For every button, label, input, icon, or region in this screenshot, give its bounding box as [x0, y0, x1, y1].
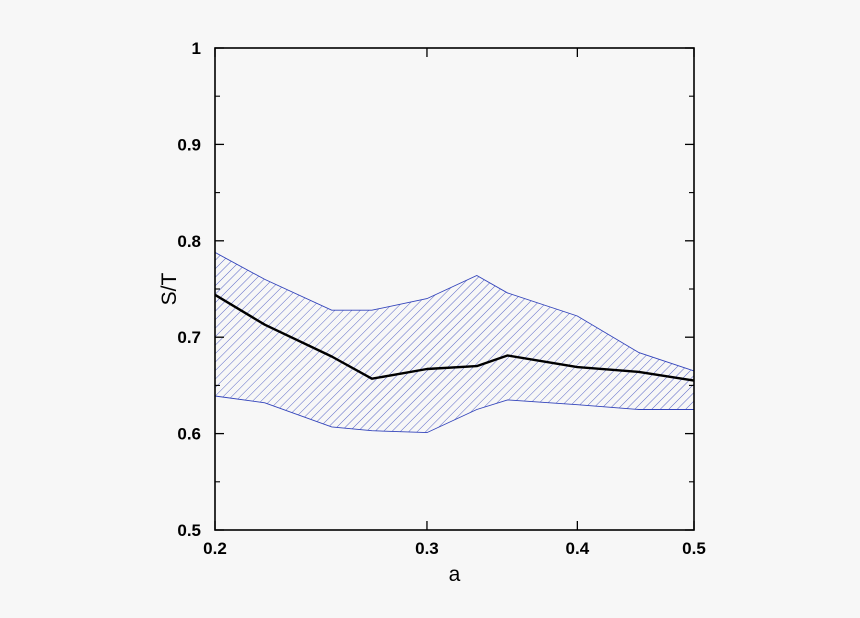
central-series-line	[214, 293, 695, 382]
y-tick-label: 0.6	[177, 425, 201, 444]
y-tick-label: 0.9	[177, 135, 201, 154]
confidence-band-area	[215, 252, 694, 433]
x-tick-label: 0.4	[566, 539, 590, 558]
ticks-layer	[214, 47, 695, 531]
band-lower-edge	[214, 395, 694, 434]
x-tick-label: 0.2	[203, 539, 227, 558]
band-upper-edge	[214, 252, 695, 372]
y-tick-label: 0.5	[177, 521, 201, 540]
x-axis-title: a	[449, 563, 461, 586]
central-line-layer	[214, 293, 695, 382]
y-tick-label: 1	[192, 39, 201, 58]
y-axis-title: S/T	[158, 272, 181, 305]
y-tick-label: 0.7	[177, 328, 201, 347]
x-tick-label: 0.5	[682, 539, 706, 558]
x-tick-label: 0.3	[415, 539, 439, 558]
confidence-band-layer	[214, 252, 695, 434]
y-tick-label: 0.8	[177, 232, 201, 251]
tick-labels-layer: 0.5 0.6 0.7 0.8 0.9 1 0.2 0.3 0.4 0.5	[177, 39, 705, 558]
